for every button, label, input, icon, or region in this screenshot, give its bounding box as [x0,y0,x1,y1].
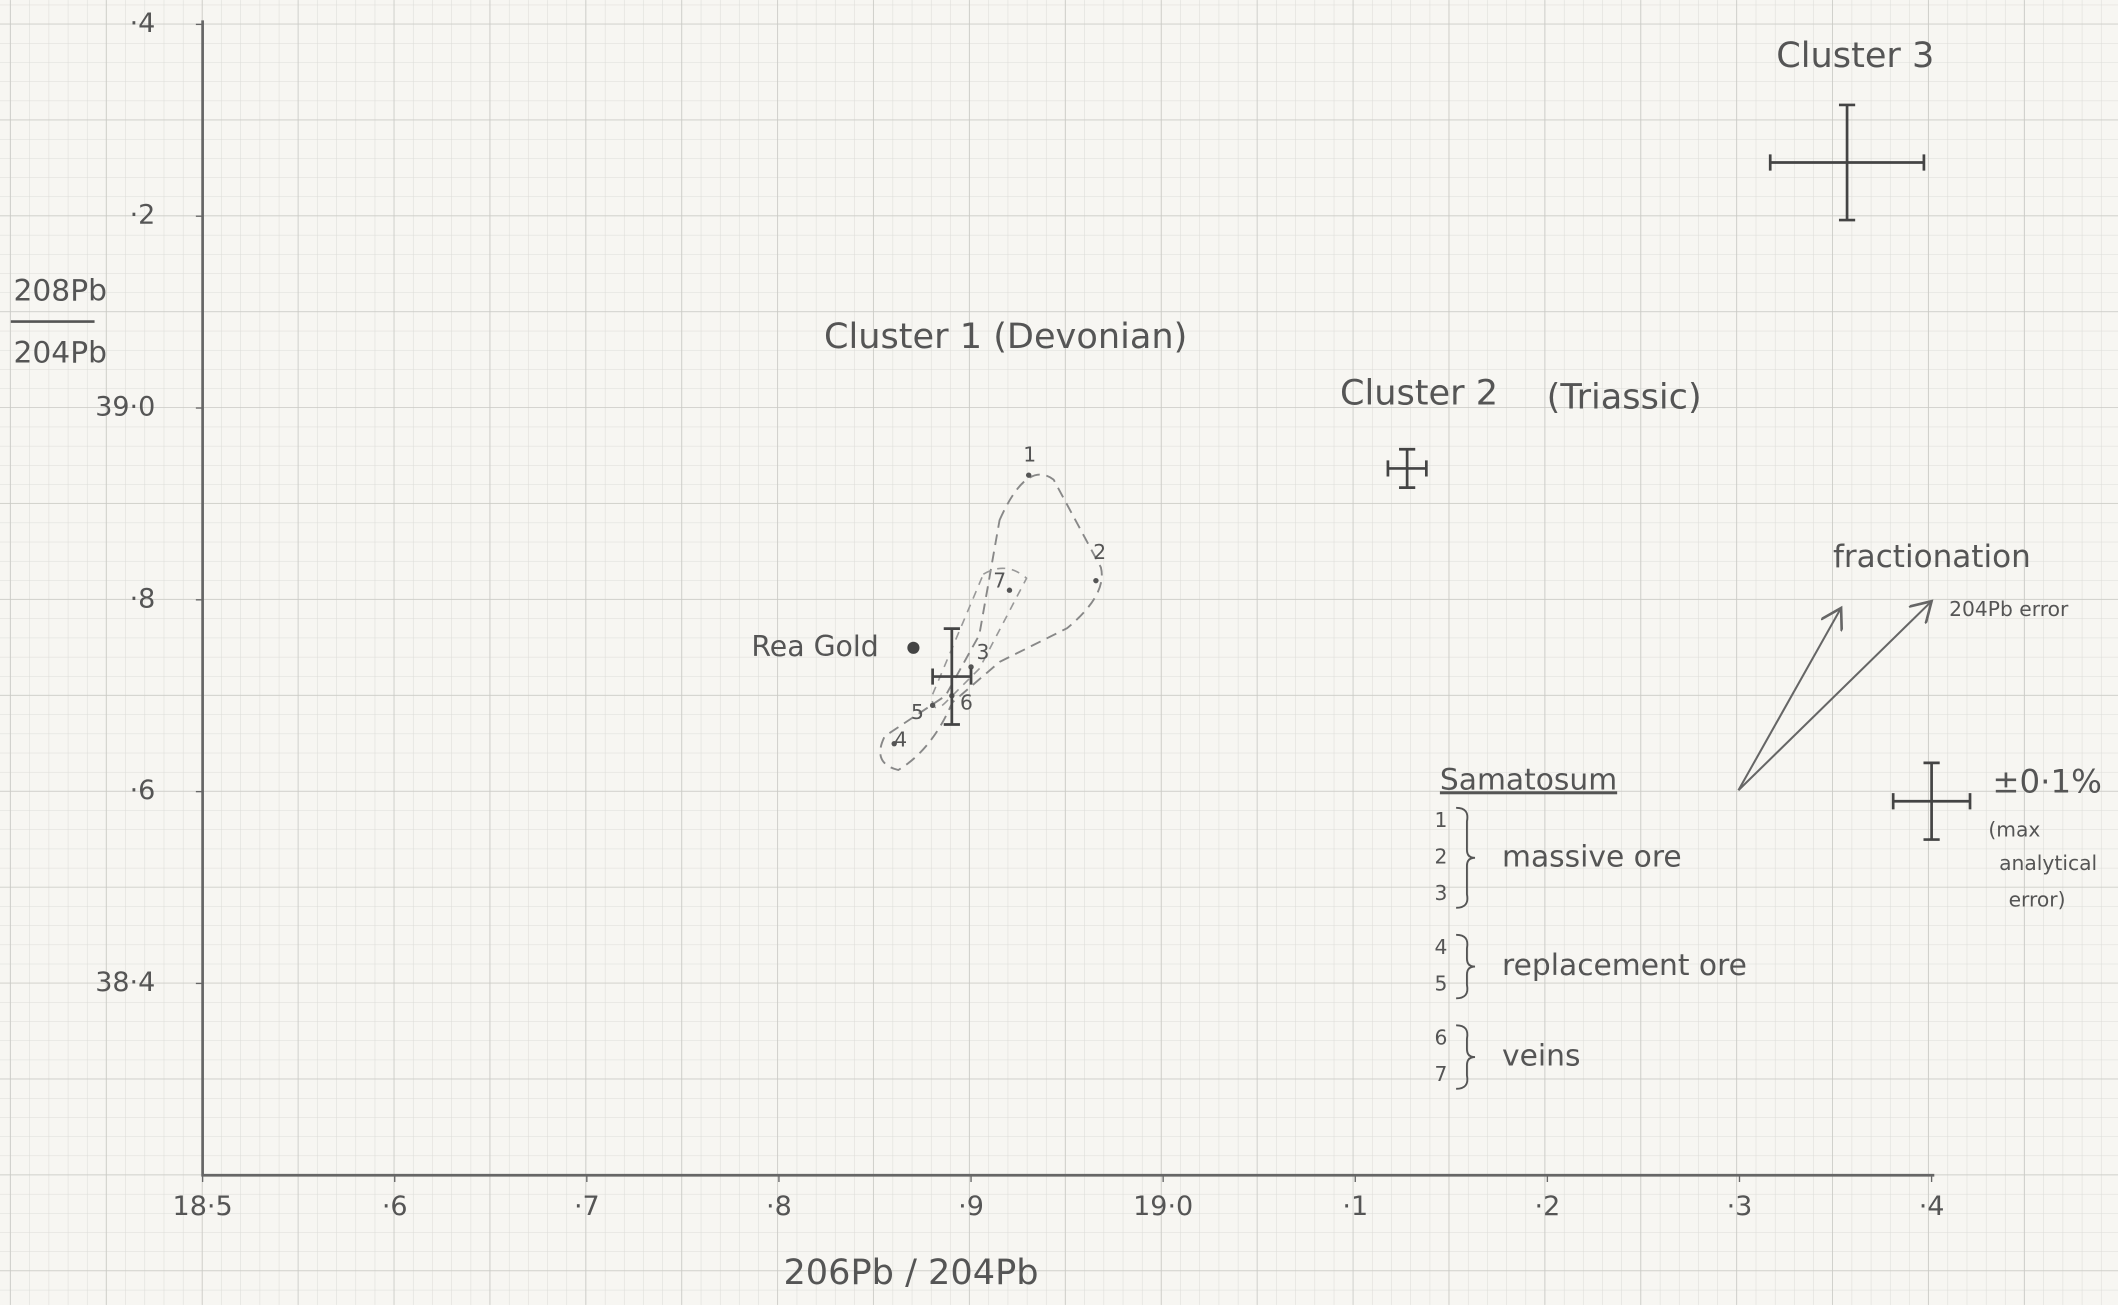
annotation: 204Pb error [1949,597,2069,621]
key-title: Samatosum [1440,762,1617,797]
x-tick-label: ·4 [1919,1191,1945,1222]
x-tick-label: ·2 [1534,1191,1560,1222]
point-label: 1 [1023,443,1036,467]
annotation: fractionation [1833,539,2031,575]
key-number: 2 [1435,844,1448,868]
annotation: (max [1988,817,2040,841]
y-tick-label: ·6 [130,775,156,806]
x-tick-label: 19·0 [1133,1191,1193,1222]
key-label: massive ore [1502,839,1682,874]
y-axis-label-numerator: 208Pb [14,273,107,308]
y-tick-label: ·4 [130,8,156,39]
key-number: 4 [1435,935,1448,959]
key-number: 7 [1435,1062,1448,1086]
key-number: 3 [1435,881,1448,905]
point-label: Rea Gold [751,630,878,663]
annotation: error) [2009,888,2066,912]
cluster-label: Cluster 1 (Devonian) [824,316,1187,357]
cluster-label: Cluster 2 [1340,373,1498,414]
graph-paper-major [0,0,2118,1305]
x-tick-label: ·8 [766,1191,792,1222]
point-label: 2 [1093,540,1106,564]
y-tick-label: ·2 [130,200,156,231]
point-label: 3 [976,640,989,664]
x-tick-label: ·7 [574,1191,600,1222]
x-tick-label: ·9 [958,1191,984,1222]
cluster-label: Cluster 3 [1776,35,1934,76]
cluster-age: (Triassic) [1547,377,1702,418]
chart: 206Pb / 204Pb 208Pb 204Pb Cluster 1 (Dev… [0,0,2118,1305]
y-axis-label-denominator: 204Pb [14,335,107,370]
page: 206Pb / 204Pb 208Pb 204Pb Cluster 1 (Dev… [0,0,2118,1305]
point [1026,472,1031,477]
annotation: analytical [1999,851,2097,875]
key-number: 6 [1435,1025,1448,1049]
point [930,703,935,708]
key-number: 1 [1435,808,1448,832]
x-tick-label: ·6 [382,1191,408,1222]
point-label: 7 [993,569,1006,593]
key-label: veins [1502,1039,1580,1074]
point-label: 6 [960,690,973,714]
x-axis-label: 206Pb / 204Pb [783,1252,1038,1293]
point [1093,578,1098,583]
point-label: 5 [911,700,924,724]
x-tick-label: 18·5 [173,1191,233,1222]
annotation: ±0·1% [1992,763,2101,801]
x-tick-label: ·1 [1342,1191,1368,1222]
point-label: 4 [894,727,907,751]
point [907,642,919,654]
y-tick-label: 38·4 [95,967,155,998]
key-number: 5 [1435,971,1448,995]
x-tick-label: ·3 [1727,1191,1753,1222]
y-tick-label: 39·0 [95,392,155,423]
point [1007,588,1012,593]
key-label: replacement ore [1502,948,1747,983]
y-tick-label: ·8 [130,583,156,614]
